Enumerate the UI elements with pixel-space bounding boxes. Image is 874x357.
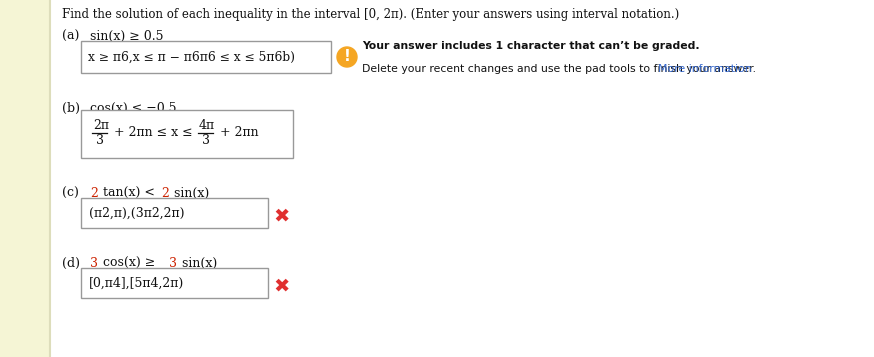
Text: cos(x) ≤ −0.5: cos(x) ≤ −0.5	[90, 102, 177, 115]
Text: sin(x) ≥ 0.5: sin(x) ≥ 0.5	[90, 30, 163, 43]
Text: x ≥ π6,x ≤ π − π6π6 ≤ x ≤ 5π6b): x ≥ π6,x ≤ π − π6π6 ≤ x ≤ 5π6b)	[88, 50, 295, 64]
Text: 3: 3	[96, 134, 104, 147]
FancyBboxPatch shape	[0, 0, 50, 357]
FancyBboxPatch shape	[81, 110, 293, 158]
Text: ✖: ✖	[273, 277, 289, 296]
Text: ✖: ✖	[273, 206, 289, 226]
Text: + 2πn: + 2πn	[216, 126, 259, 140]
Text: 3: 3	[202, 134, 210, 147]
Text: Find the solution of each inequality in the interval [0, 2π). (Enter your answer: Find the solution of each inequality in …	[62, 8, 679, 21]
Text: 2: 2	[90, 187, 98, 200]
Text: sin(x): sin(x)	[178, 257, 218, 270]
Circle shape	[337, 47, 357, 67]
Text: 2: 2	[161, 187, 169, 200]
Text: Delete your recent changes and use the pad tools to finish your answer.: Delete your recent changes and use the p…	[362, 64, 760, 74]
Text: (d): (d)	[62, 257, 80, 270]
Text: (b): (b)	[62, 102, 80, 115]
Text: + 2πn ≤ x ≤: + 2πn ≤ x ≤	[110, 126, 197, 140]
Text: 3: 3	[169, 257, 177, 270]
Text: !: !	[343, 49, 350, 64]
Text: More information: More information	[658, 64, 752, 74]
FancyBboxPatch shape	[81, 41, 331, 73]
Text: 3: 3	[90, 257, 98, 270]
Text: (π2,π),(3π2,2π): (π2,π),(3π2,2π)	[89, 206, 184, 220]
Text: (a): (a)	[62, 30, 80, 43]
Text: (c): (c)	[62, 187, 79, 200]
Text: sin(x): sin(x)	[170, 187, 209, 200]
Text: tan(x) <: tan(x) <	[99, 187, 159, 200]
Text: [0,π4],[5π4,2π): [0,π4],[5π4,2π)	[89, 277, 184, 290]
FancyBboxPatch shape	[81, 268, 268, 298]
Text: Your answer includes 1 character that can’t be graded.: Your answer includes 1 character that ca…	[362, 41, 699, 51]
Text: 2π: 2π	[93, 119, 109, 132]
Text: cos(x) ≥: cos(x) ≥	[99, 257, 159, 270]
Text: 4π: 4π	[199, 119, 215, 132]
FancyBboxPatch shape	[81, 198, 268, 228]
